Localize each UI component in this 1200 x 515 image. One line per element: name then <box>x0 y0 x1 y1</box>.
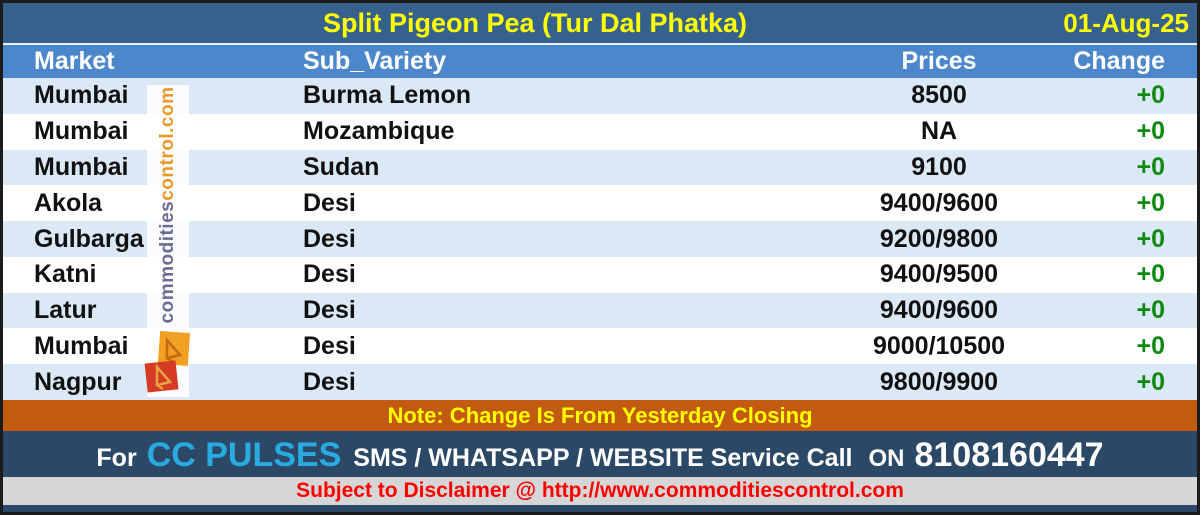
column-header-prices: Prices <box>901 47 977 75</box>
report-date: 01-Aug-25 <box>1063 7 1189 38</box>
table-body: Mumbai Burma Lemon 8500 +0 Mumbai Mozamb… <box>3 78 1197 401</box>
sub-variety-cell: Desi <box>303 224 356 253</box>
sub-variety-cell: Desi <box>303 367 356 396</box>
sub-variety-cell: Sudan <box>303 152 380 181</box>
table-row: Akola Desi 9400/9600 +0 <box>3 185 1197 222</box>
change-cell: +0 <box>1136 117 1165 146</box>
sub-variety-cell: Burma Lemon <box>303 81 472 110</box>
page-title: Split Pigeon Pea (Tur Dal Phatka) <box>322 7 748 38</box>
note-text: Note: Change Is From Yesterday Closing <box>387 402 813 428</box>
table-row: Katni Desi 9400/9500 +0 <box>3 256 1197 293</box>
disclaimer-link[interactable]: Subject to Disclaimer @ http://www.commo… <box>296 479 904 502</box>
table-row: Mumbai Sudan 9100 +0 <box>3 149 1197 186</box>
change-cell: +0 <box>1136 367 1165 396</box>
market-cell: Mumbai <box>34 152 129 181</box>
commoditiescontrol-logo <box>144 330 191 393</box>
change-cell: +0 <box>1136 152 1165 181</box>
commoditiescontrol-watermark: commoditiescontrol.com <box>144 85 191 397</box>
change-cell: +0 <box>1136 260 1165 289</box>
table-row: Mumbai Mozambique NA +0 <box>3 113 1197 150</box>
change-cell: +0 <box>1136 331 1165 360</box>
sub-variety-cell: Desi <box>303 188 356 217</box>
prices-cell: NA <box>920 117 958 146</box>
bottom-border-bar <box>3 505 1197 512</box>
sub-variety-cell: Desi <box>303 331 356 360</box>
watermark-text-part2: control.com <box>157 86 178 201</box>
market-cell: Mumbai <box>34 117 129 146</box>
column-header-market: Market <box>34 47 115 75</box>
change-cell: +0 <box>1136 81 1165 110</box>
disclaimer-bar: Subject to Disclaimer @ http://www.commo… <box>3 477 1197 505</box>
table-row: Gulbarga Desi 9200/9800 +0 <box>3 221 1197 257</box>
prices-cell: 9100 <box>911 152 967 181</box>
market-cell: Gulbarga <box>34 224 144 253</box>
brand-cc-pulses: CC PULSES <box>146 436 342 474</box>
prices-cell: 9400/9500 <box>879 260 999 289</box>
service-phone-number: 8108160447 <box>914 436 1104 474</box>
note-bar: Note: Change Is From Yesterday Closing <box>3 400 1197 431</box>
prices-cell: 9800/9900 <box>879 367 999 396</box>
market-cell: Mumbai <box>34 331 129 360</box>
table-header-row: Market Sub_Variety Prices Change <box>3 45 1197 78</box>
change-cell: +0 <box>1136 224 1165 253</box>
watermark-text-part1: commodities <box>157 200 178 324</box>
column-header-change: Change <box>1073 47 1165 75</box>
table-row: Mumbai Burma Lemon 8500 +0 <box>3 78 1197 114</box>
title-separator <box>3 43 1197 45</box>
table-row: Nagpur Desi 9800/9900 +0 <box>3 364 1197 401</box>
prices-cell: 9200/9800 <box>879 224 999 253</box>
market-cell: Latur <box>34 296 97 325</box>
service-bar: For CC PULSES SMS / WHATSAPP / WEBSITE S… <box>3 431 1197 477</box>
market-cell: Akola <box>34 188 103 217</box>
sub-variety-cell: Mozambique <box>303 117 455 146</box>
sub-variety-cell: Desi <box>303 260 356 289</box>
change-cell: +0 <box>1136 188 1165 217</box>
service-for-label: For <box>96 444 137 472</box>
prices-cell: 9400/9600 <box>879 188 999 217</box>
prices-cell: 8500 <box>911 81 967 110</box>
table-row: Mumbai Desi 9000/10500 +0 <box>3 328 1197 365</box>
prices-cell: 9000/10500 <box>872 331 1006 360</box>
title-bar: Split Pigeon Pea (Tur Dal Phatka) 01-Aug… <box>3 3 1197 43</box>
change-cell: +0 <box>1136 296 1165 325</box>
market-cell: Mumbai <box>34 81 129 110</box>
sub-variety-cell: Desi <box>303 296 356 325</box>
service-channels: SMS / WHATSAPP / WEBSITE Service Call <box>353 444 853 472</box>
column-header-sub-variety: Sub_Variety <box>303 47 447 75</box>
watermark-text: commoditiescontrol.com <box>147 85 189 325</box>
prices-cell: 9400/9600 <box>879 296 999 325</box>
service-on-label: ON <box>868 445 905 472</box>
market-cell: Nagpur <box>34 367 122 396</box>
market-cell: Katni <box>34 260 97 289</box>
table-row: Latur Desi 9400/9600 +0 <box>3 292 1197 329</box>
